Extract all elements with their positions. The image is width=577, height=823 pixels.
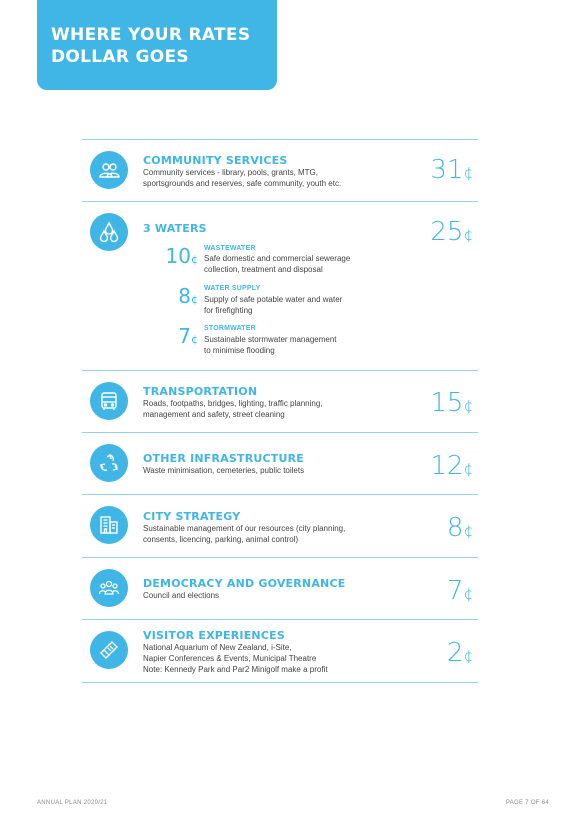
category-title: COMMUNITY SERVICES bbox=[143, 154, 288, 167]
group-icon bbox=[90, 569, 128, 607]
bus-icon bbox=[90, 382, 128, 420]
divider bbox=[82, 619, 478, 620]
subitem-description: Supply of safe potable water and water f… bbox=[204, 295, 343, 315]
category-title: DEMOCRACY AND GOVERNANCE bbox=[143, 577, 346, 590]
category-amount: 25¢ bbox=[430, 217, 473, 247]
category-description: National Aquarium of New Zealand, i-Site… bbox=[143, 643, 328, 674]
subitem-title: STORMWATER bbox=[204, 325, 256, 332]
category-description: Roads, footpaths, bridges, lighting, tra… bbox=[143, 399, 323, 419]
water-drops-icon bbox=[90, 213, 128, 251]
divider bbox=[82, 370, 478, 371]
category-description: Sustainable management of our resources … bbox=[143, 524, 346, 544]
subitem-description: Sustainable stormwater management to min… bbox=[204, 335, 337, 355]
category-title: OTHER INFRASTRUCTURE bbox=[143, 452, 304, 465]
subitem-title: WATER SUPPLY bbox=[204, 285, 261, 292]
divider bbox=[82, 557, 478, 558]
subitem-title: WASTEWATER bbox=[204, 245, 256, 252]
divider bbox=[82, 682, 478, 683]
category-description: Waste minimisation, cemeteries, public t… bbox=[143, 466, 305, 475]
category-title: VISITOR EXPERIENCES bbox=[143, 629, 285, 642]
category-description: Community services - library, pools, gra… bbox=[143, 168, 342, 188]
divider bbox=[82, 494, 478, 495]
category-amount: 8¢ bbox=[446, 513, 473, 543]
page-title-line-2: DOLLAR GOES bbox=[51, 47, 189, 67]
page-title-line-1: WHERE YOUR RATES bbox=[51, 25, 251, 45]
category-title: 3 WATERS bbox=[143, 222, 207, 235]
category-amount: 7¢ bbox=[446, 576, 473, 606]
buildings-icon bbox=[90, 506, 128, 544]
footer-page-number: PAGE 7 OF 64 bbox=[505, 800, 549, 806]
recycle-icon bbox=[90, 444, 128, 482]
footer-document-title: ANNUAL PLAN 2020/21 bbox=[37, 800, 108, 806]
category-title: TRANSPORTATION bbox=[143, 385, 258, 398]
category-amount: 12¢ bbox=[430, 451, 473, 481]
subitem-amount: 7¢ bbox=[178, 324, 198, 348]
subitem-description: Safe domestic and commercial sewerage co… bbox=[204, 254, 351, 274]
category-amount: 2¢ bbox=[446, 638, 473, 668]
subitem-amount: 8¢ bbox=[178, 284, 198, 308]
divider bbox=[82, 139, 478, 140]
header-banner: WHERE YOUR RATES DOLLAR GOES bbox=[37, 0, 277, 90]
category-amount: 31¢ bbox=[430, 155, 473, 185]
category-description: Council and elections bbox=[143, 591, 220, 600]
divider bbox=[82, 432, 478, 433]
divider bbox=[82, 201, 478, 202]
ticket-icon bbox=[90, 631, 128, 669]
category-title: CITY STRATEGY bbox=[143, 510, 241, 523]
category-amount: 15¢ bbox=[430, 388, 473, 418]
people-icon bbox=[90, 151, 128, 189]
subitem-amount: 10¢ bbox=[165, 244, 198, 268]
